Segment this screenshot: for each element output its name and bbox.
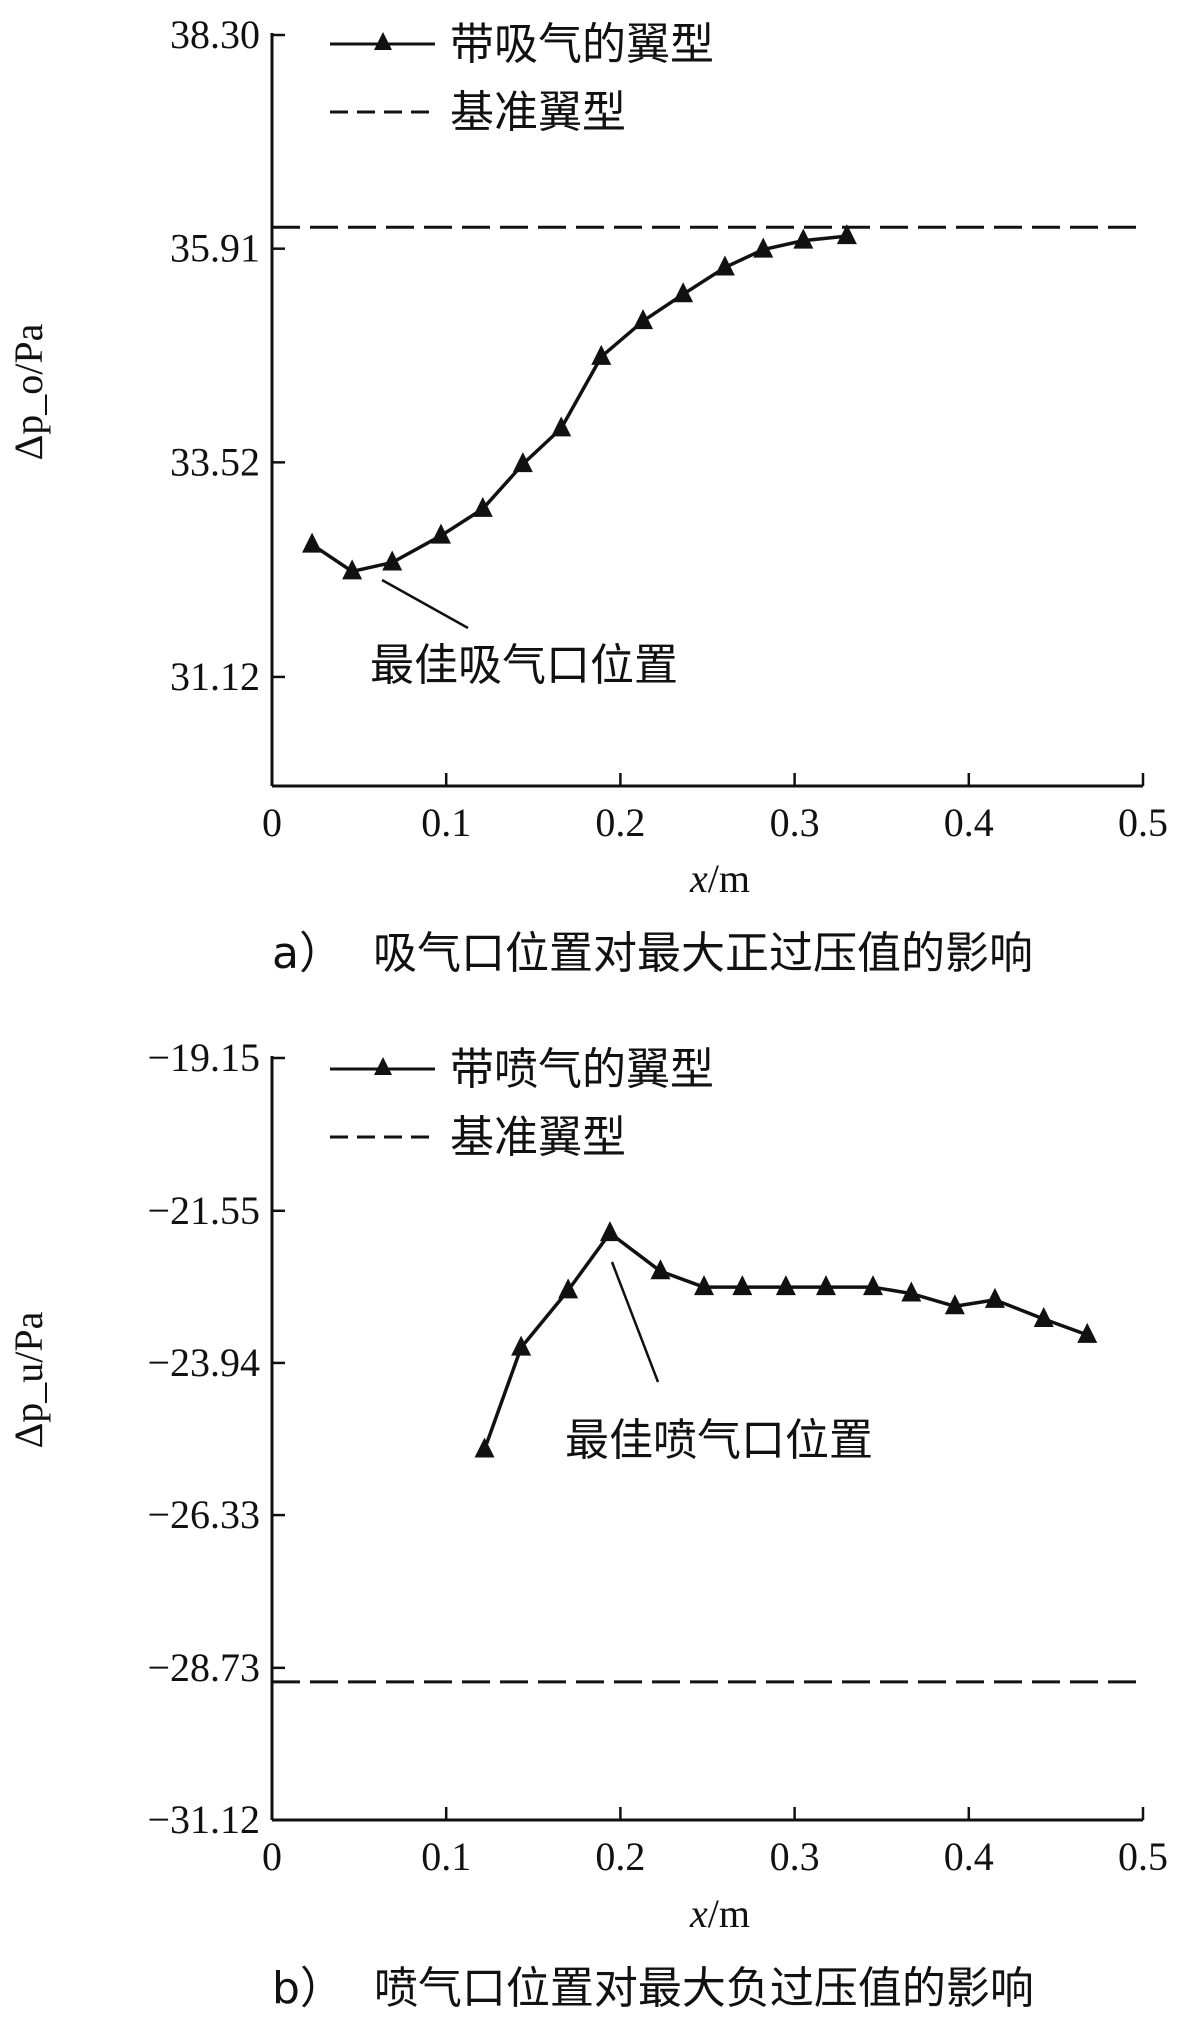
data-point-b-14 — [1077, 1322, 1098, 1343]
caption-b: b） 喷气口位置对最大负过压值的影响 — [272, 1963, 1034, 2014]
data-point-b-10 — [901, 1281, 922, 1302]
caption-letter-b: b） — [272, 1963, 344, 2014]
data-point-a-5 — [512, 452, 533, 473]
x-tick-label-b-5: 0.5 — [1118, 1834, 1168, 1879]
y-tick-label-a-3: 38.30 — [170, 12, 260, 57]
data-point-b-11 — [944, 1294, 965, 1315]
x-tick-label-b-1: 0.1 — [421, 1834, 471, 1879]
y-axis-label-b: Δp_u/Pa — [6, 1311, 51, 1448]
chart-panel-a: 0 0.1 0.2 0.3 0.4 0.5 31.12 33.52 35.91 38.30 带吸气… — [6, 12, 1168, 979]
data-point-a-1 — [342, 559, 363, 580]
data-point-a-6 — [551, 416, 572, 437]
caption-letter-a: a） — [272, 928, 343, 979]
data-point-b-3 — [599, 1221, 620, 1242]
legend-a: 带吸气的翼型 基准翼型 — [330, 19, 714, 138]
data-point-a-8 — [633, 309, 654, 330]
y-tick-label-b-5: −31.12 — [147, 1797, 260, 1842]
annotation-leader-a — [381, 578, 469, 630]
y-axis-label-a: Δp_o/Pa — [6, 323, 51, 460]
x-tick-label-b-3: 0.3 — [770, 1834, 820, 1879]
plot-marks-a: 0 0.1 0.2 0.3 0.4 0.5 31.12 33.52 35.91 38.30 — [170, 12, 1168, 845]
data-point-a-2 — [382, 550, 403, 571]
data-point-b-0 — [474, 1437, 495, 1458]
y-tick-label-b-2: −23.94 — [147, 1340, 260, 1385]
annotation-label-a: 最佳吸气口位置 — [370, 640, 678, 691]
chart-panel-b: 0 0.1 0.2 0.3 0.4 0.5 −19.15 −21.55 −23.94 −26.33… — [6, 1035, 1168, 2014]
x-axis-label-b: x/m — [689, 1891, 750, 1936]
x-tick-label-a-4: 0.4 — [944, 800, 994, 845]
x-tick-label-a-5: 0.5 — [1118, 800, 1168, 845]
y-tick-label-b-3: −26.33 — [147, 1492, 260, 1537]
data-point-a-3 — [430, 523, 451, 544]
data-point-a-9 — [673, 282, 694, 303]
caption-title-a: 吸气口位置对最大正过压值的影响 — [373, 928, 1033, 979]
annotation-leader-b — [610, 1261, 660, 1383]
y-tick-label-b-0: −19.15 — [147, 1035, 260, 1080]
legend-label-series-1-a: 带吸气的翼型 — [450, 19, 714, 70]
data-point-b-7 — [775, 1275, 796, 1296]
x-tick-label-a-3: 0.3 — [770, 800, 820, 845]
y-tick-label-a-0: 31.12 — [170, 654, 260, 699]
y-tick-label-b-4: −28.73 — [147, 1645, 260, 1690]
y-tick-label-a-1: 33.52 — [170, 439, 260, 484]
legend-label-series-2-a: 基准翼型 — [450, 87, 626, 138]
annotation-label-b: 最佳喷气口位置 — [565, 1415, 873, 1466]
data-point-b-12 — [984, 1287, 1005, 1308]
x-tick-label-a-0: 0 — [262, 800, 282, 845]
x-tick-label-a-1: 0.1 — [421, 800, 471, 845]
data-point-b-2 — [558, 1278, 579, 1299]
x-tick-label-b-4: 0.4 — [944, 1834, 994, 1879]
x-axis-var-b: x — [689, 1891, 708, 1936]
data-point-b-1 — [511, 1335, 532, 1356]
legend-b: 带喷气的翼型 基准翼型 — [330, 1044, 714, 1163]
x-tick-label-a-2: 0.2 — [595, 800, 645, 845]
data-point-a-4 — [472, 496, 493, 517]
data-point-a-12 — [793, 228, 814, 249]
caption-a: a） 吸气口位置对最大正过压值的影响 — [272, 928, 1033, 979]
legend-label-series-2-b: 基准翼型 — [450, 1112, 626, 1163]
data-point-b-5 — [694, 1275, 715, 1296]
plot-marks-b: 0 0.1 0.2 0.3 0.4 0.5 −19.15 −21.55 −23.94 −26.33… — [147, 1035, 1168, 1879]
data-point-a-10 — [714, 255, 735, 276]
legend-label-series-1-b: 带喷气的翼型 — [450, 1044, 714, 1095]
x-axis-var-a: x — [689, 856, 708, 901]
data-point-b-6 — [732, 1275, 753, 1296]
data-point-a-13 — [836, 224, 857, 245]
caption-title-b: 喷气口位置对最大负过压值的影响 — [374, 1963, 1034, 2014]
legend-marker-triangle-b — [374, 1057, 392, 1075]
x-tick-label-b-0: 0 — [262, 1834, 282, 1879]
x-axis-label-a: x/m — [689, 856, 750, 901]
x-axis-unit-a: /m — [708, 856, 750, 901]
x-axis-unit-b: /m — [708, 1891, 750, 1936]
legend-marker-triangle-a — [374, 32, 392, 50]
x-tick-label-b-2: 0.2 — [595, 1834, 645, 1879]
data-point-b-8 — [815, 1275, 836, 1296]
data-point-a-0 — [302, 532, 323, 553]
data-point-a-11 — [753, 237, 774, 258]
data-point-b-4 — [650, 1259, 671, 1280]
data-point-a-7 — [591, 344, 612, 365]
data-point-b-9 — [862, 1275, 883, 1296]
y-tick-label-b-1: −21.55 — [147, 1188, 260, 1233]
data-point-b-13 — [1033, 1307, 1054, 1328]
y-tick-label-a-2: 35.91 — [170, 226, 260, 271]
